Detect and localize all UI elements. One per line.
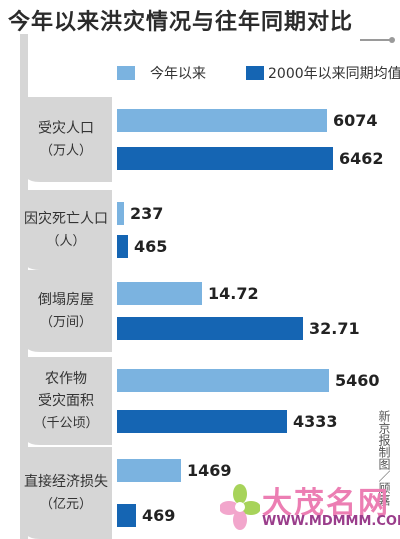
bar-average bbox=[117, 410, 287, 433]
credit-text: 新京报制图／顾嘉 bbox=[377, 410, 391, 506]
bar-this-year bbox=[117, 459, 181, 482]
data-label-this-year: 1469 bbox=[187, 461, 232, 480]
data-label-this-year: 14.72 bbox=[208, 284, 259, 303]
category-label: 因灾死亡人口 bbox=[24, 210, 108, 227]
bar-average bbox=[117, 235, 128, 258]
watermark: 大茂名网 WWW.MDMMM.COM bbox=[220, 478, 400, 536]
legend-label-light: 今年以来 bbox=[150, 66, 206, 82]
category-unit: （千公顷） bbox=[33, 416, 98, 431]
category-unit: （万间） bbox=[40, 315, 92, 330]
data-label-average: 469 bbox=[142, 506, 175, 525]
category-unit: （万人） bbox=[40, 144, 92, 159]
category-label: 直接经济损失 bbox=[24, 473, 108, 490]
bar-this-year bbox=[117, 109, 327, 132]
watermark-text: 大茂名网 bbox=[262, 486, 390, 521]
data-label-this-year: 237 bbox=[130, 204, 163, 223]
bar-average bbox=[117, 147, 333, 170]
data-label-average: 4333 bbox=[293, 412, 338, 431]
category-panel bbox=[20, 190, 112, 270]
flower-logo-icon bbox=[220, 484, 260, 530]
title-rule-dot bbox=[389, 37, 395, 43]
category-panel bbox=[20, 447, 112, 539]
bar-this-year bbox=[117, 202, 124, 225]
data-label-this-year: 6074 bbox=[333, 111, 378, 130]
category-panel bbox=[20, 357, 112, 445]
category-unit: （人） bbox=[46, 234, 85, 249]
bar-this-year bbox=[117, 369, 329, 392]
category-panel bbox=[20, 270, 112, 352]
bar-average bbox=[117, 317, 303, 340]
category-unit: （亿元） bbox=[40, 497, 92, 512]
data-label-average: 465 bbox=[134, 237, 167, 256]
bar-average bbox=[117, 504, 136, 527]
data-label-average: 6462 bbox=[339, 149, 384, 168]
chart-title: 今年以来洪灾情况与往年同期对比 bbox=[8, 10, 354, 35]
bar-this-year bbox=[117, 282, 202, 305]
category-label: 受灾面积 bbox=[38, 392, 94, 409]
legend-swatch-dark bbox=[246, 66, 264, 80]
legend-swatch-light bbox=[117, 66, 135, 80]
data-label-this-year: 5460 bbox=[335, 371, 380, 390]
legend-label-dark: 2000年以来同期均值 bbox=[268, 66, 400, 82]
category-label: 倒塌房屋 bbox=[38, 292, 94, 308]
category-label: 受灾人口 bbox=[38, 120, 94, 137]
category-panel bbox=[20, 97, 112, 182]
watermark-url: WWW.MDMMM.COM bbox=[262, 514, 400, 529]
data-label-average: 32.71 bbox=[309, 319, 360, 338]
category-label: 农作物 bbox=[45, 371, 87, 387]
